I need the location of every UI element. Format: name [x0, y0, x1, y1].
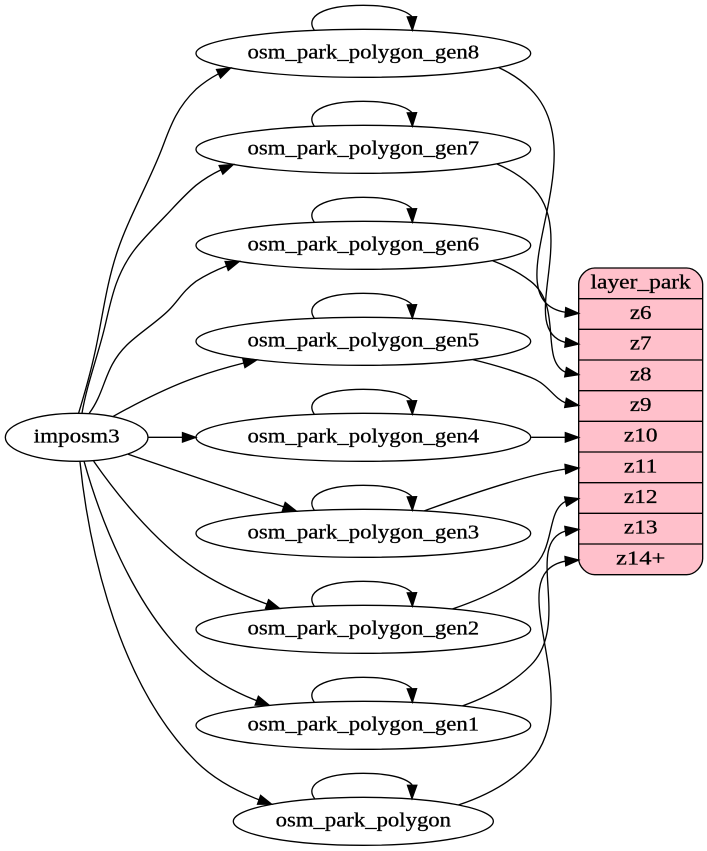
svg-text:z14+: z14+ — [616, 547, 665, 569]
svg-text:osm_park_polygon: osm_park_polygon — [276, 809, 451, 831]
svg-text:z9: z9 — [630, 394, 652, 416]
svg-text:osm_park_polygon_gen2: osm_park_polygon_gen2 — [248, 617, 480, 639]
svg-text:z10: z10 — [624, 425, 658, 447]
svg-text:osm_park_polygon_gen1: osm_park_polygon_gen1 — [248, 713, 480, 735]
svg-text:z13: z13 — [624, 517, 658, 539]
svg-text:z11: z11 — [624, 455, 658, 477]
svg-text:osm_park_polygon_gen3: osm_park_polygon_gen3 — [248, 521, 480, 543]
svg-text:osm_park_polygon_gen5: osm_park_polygon_gen5 — [248, 329, 480, 351]
svg-text:z6: z6 — [630, 302, 652, 324]
svg-text:imposm3: imposm3 — [34, 425, 120, 447]
svg-text:osm_park_polygon_gen4: osm_park_polygon_gen4 — [248, 425, 480, 447]
svg-text:osm_park_polygon_gen7: osm_park_polygon_gen7 — [248, 137, 480, 159]
svg-text:z8: z8 — [630, 363, 652, 385]
svg-text:z12: z12 — [624, 486, 658, 508]
svg-text:osm_park_polygon_gen8: osm_park_polygon_gen8 — [248, 41, 480, 63]
svg-text:osm_park_polygon_gen6: osm_park_polygon_gen6 — [248, 233, 480, 255]
svg-text:layer_park: layer_park — [591, 271, 691, 293]
svg-text:z7: z7 — [630, 333, 652, 355]
